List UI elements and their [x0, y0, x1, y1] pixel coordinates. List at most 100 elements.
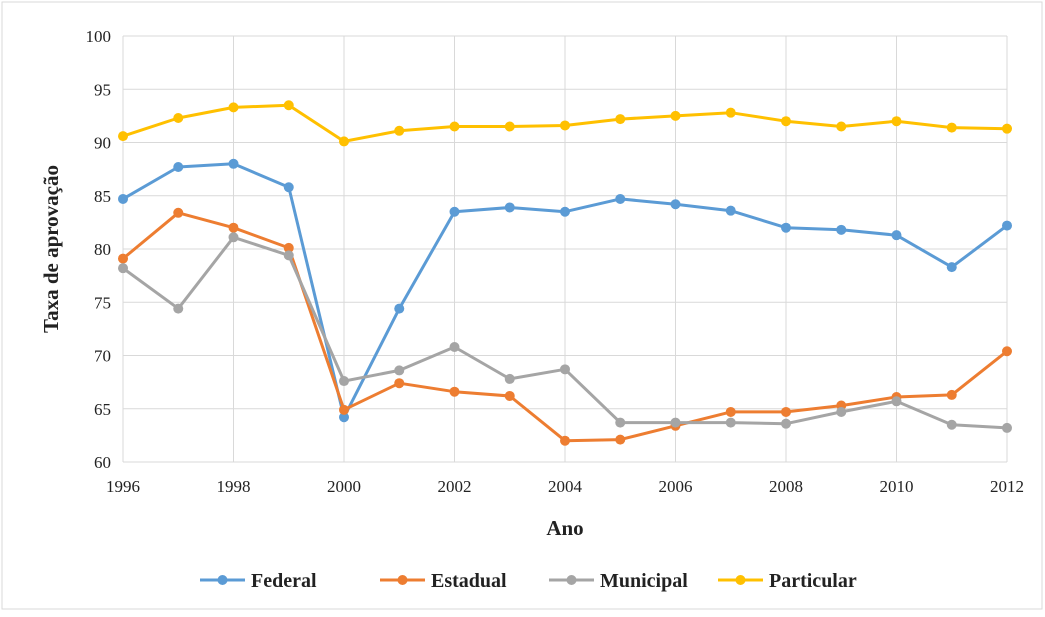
series-particular [118, 100, 1012, 147]
data-point-municipal [1002, 422, 1012, 433]
data-point-estadual [725, 406, 736, 417]
legend-marker-municipal [566, 575, 577, 585]
legend-label-estadual: Estadual [431, 570, 507, 592]
data-point-estadual [118, 253, 128, 264]
data-point-particular [118, 131, 128, 142]
data-point-municipal [504, 373, 515, 384]
x-tick-label: 2000 [327, 477, 361, 496]
data-point-estadual [615, 434, 626, 445]
data-point-municipal [394, 365, 405, 376]
y-tick-label: 75 [94, 293, 111, 312]
series-federal [118, 158, 1012, 423]
data-point-particular [725, 107, 736, 118]
data-point-estadual [449, 386, 460, 397]
x-tick-label: 2010 [880, 477, 914, 496]
data-point-municipal [670, 417, 681, 428]
y-tick-label: 80 [94, 240, 111, 259]
data-point-particular [560, 120, 570, 131]
y-tick-label: 60 [94, 453, 111, 472]
y-tick-labels: 60 65 70 75 80 85 90 95 100 [86, 27, 112, 472]
data-point-municipal [781, 418, 791, 429]
data-point-estadual [228, 222, 239, 233]
y-tick-label: 70 [94, 347, 111, 366]
data-point-federal [339, 412, 349, 423]
data-point-particular [781, 116, 791, 127]
data-point-municipal [615, 417, 626, 428]
data-point-particular [283, 100, 294, 111]
data-point-particular [1002, 123, 1012, 134]
data-point-particular [836, 121, 847, 132]
x-tick-label: 2002 [438, 477, 472, 496]
data-point-particular [891, 116, 902, 127]
legend: Federal Estadual Municipal Particular [200, 570, 857, 592]
data-point-particular [449, 121, 460, 132]
data-point-municipal [836, 406, 847, 417]
legend-label-particular: Particular [769, 570, 857, 592]
x-tick-labels: 1996 1998 2000 2002 2004 2006 2008 2010 2012 [106, 477, 1024, 496]
data-point-estadual [1002, 346, 1012, 357]
x-tick-label: 2008 [769, 477, 803, 496]
data-point-federal [560, 206, 570, 217]
data-point-estadual [946, 389, 957, 400]
x-tick-label: 2012 [990, 477, 1024, 496]
data-point-municipal [946, 419, 957, 430]
data-point-particular [339, 136, 349, 147]
data-point-federal [118, 193, 128, 204]
data-point-estadual [339, 404, 349, 415]
y-tick-label: 100 [86, 27, 112, 46]
series-estadual [118, 207, 1012, 446]
data-point-municipal [725, 417, 736, 428]
x-axis-title: Ano [546, 516, 583, 540]
data-point-estadual [560, 435, 570, 446]
data-point-federal [891, 230, 902, 241]
data-point-particular [394, 125, 405, 136]
y-axis-title: Taxa de aprovação [39, 165, 63, 333]
data-point-federal [394, 303, 405, 314]
data-point-particular [228, 102, 239, 113]
legend-item-federal: Federal [200, 570, 317, 592]
data-point-particular [504, 121, 515, 132]
legend-item-particular: Particular [718, 570, 857, 592]
data-point-municipal [173, 303, 184, 314]
data-point-federal [946, 262, 957, 273]
legend-marker-estadual [397, 575, 408, 585]
data-point-municipal [339, 376, 349, 387]
data-point-municipal [283, 250, 294, 261]
y-tick-label: 90 [94, 134, 111, 153]
data-point-federal [781, 222, 791, 233]
x-tick-label: 2006 [659, 477, 693, 496]
data-point-municipal [560, 364, 570, 375]
data-point-federal [725, 205, 736, 216]
data-point-particular [670, 110, 681, 121]
data-point-federal [615, 193, 626, 204]
y-tick-label: 85 [94, 187, 111, 206]
data-point-municipal [449, 341, 460, 352]
data-point-federal [836, 224, 847, 235]
data-point-federal [173, 161, 184, 172]
data-point-federal [228, 158, 239, 169]
series-municipal [118, 232, 1012, 433]
data-point-particular [946, 122, 957, 133]
data-point-municipal [891, 396, 902, 407]
data-point-estadual [173, 207, 184, 218]
data-point-federal [449, 206, 460, 217]
data-point-federal [283, 182, 294, 193]
y-tick-label: 65 [94, 400, 111, 419]
x-tick-label: 1996 [106, 477, 140, 496]
data-point-federal [670, 199, 681, 210]
x-tick-label: 1998 [217, 477, 251, 496]
legend-marker-federal [217, 575, 228, 585]
data-point-estadual [283, 242, 294, 253]
y-tick-label: 95 [94, 80, 111, 99]
data-point-federal [504, 202, 515, 213]
data-point-federal [1002, 220, 1012, 231]
legend-item-municipal: Municipal [549, 570, 688, 592]
series-lines [118, 100, 1012, 446]
data-point-municipal [118, 263, 128, 274]
data-point-estadual [504, 390, 515, 401]
data-point-particular [615, 114, 626, 125]
legend-label-municipal: Municipal [600, 570, 688, 592]
